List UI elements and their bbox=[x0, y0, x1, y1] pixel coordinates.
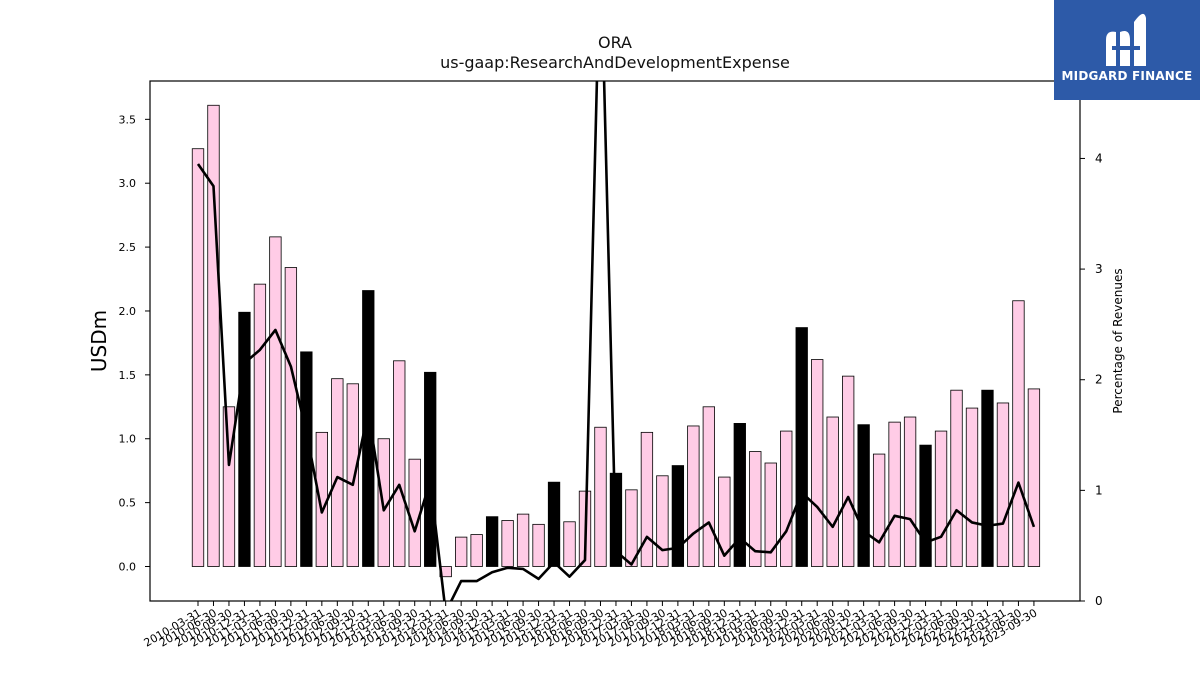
logo-mark-icon bbox=[1106, 13, 1146, 66]
chart-subtitle: us-gaap:ResearchAndDevelopmentExpense bbox=[440, 53, 790, 72]
bar-2018-09-30 bbox=[718, 476, 731, 567]
bar-2019-03-31 bbox=[749, 451, 762, 567]
y-tick-label: 0.5 bbox=[119, 497, 137, 510]
y2-tick-label: 0 bbox=[1095, 594, 1103, 608]
bar-2016-03-31 bbox=[563, 521, 576, 567]
percentage-line bbox=[196, 81, 1036, 601]
bar-2017-03-31 bbox=[625, 489, 638, 567]
bar-2011-03-31 bbox=[253, 283, 267, 567]
bar-2013-06-30 bbox=[393, 360, 406, 567]
bar-2023-09-30 bbox=[1027, 388, 1041, 567]
bar-2015-03-31 bbox=[501, 520, 514, 567]
bar-2017-12-31 bbox=[671, 465, 685, 567]
bar-2018-06-30 bbox=[702, 406, 715, 567]
line-layer bbox=[196, 81, 1036, 601]
plot-frame bbox=[149, 80, 1081, 602]
chart-title: ORA bbox=[597, 33, 632, 52]
y2-tick-label: 1 bbox=[1095, 483, 1103, 497]
bar-2021-09-30 bbox=[903, 416, 917, 567]
bar-2010-06-30 bbox=[207, 104, 220, 567]
bar-2015-06-30 bbox=[516, 513, 530, 567]
bars-layer bbox=[191, 104, 1041, 578]
y-tick-label: 3.5 bbox=[119, 113, 137, 126]
logo-text: MIDGARD FINANCE bbox=[1061, 69, 1193, 83]
bar-2016-09-30 bbox=[594, 426, 607, 567]
bar-2021-06-30 bbox=[888, 421, 901, 567]
bar-2019-12-31 bbox=[795, 327, 808, 567]
y-tick-label: 2.0 bbox=[119, 305, 137, 318]
bar-2012-12-31 bbox=[362, 290, 375, 567]
bar-2012-09-30 bbox=[346, 383, 359, 567]
y2-tick-label: 2 bbox=[1095, 373, 1103, 387]
bar-2017-06-30 bbox=[640, 431, 654, 567]
bar-2014-09-30 bbox=[470, 534, 483, 567]
bar-2022-03-31 bbox=[934, 430, 948, 567]
right-axis: 0 1 2 3 4 bbox=[1080, 151, 1103, 608]
bar-2011-09-30 bbox=[284, 267, 298, 567]
bar-2012-03-31 bbox=[315, 431, 328, 567]
y2-tick-label: 3 bbox=[1095, 262, 1103, 276]
bar-2017-09-30 bbox=[656, 475, 669, 567]
bar-2020-03-31 bbox=[811, 359, 824, 567]
bar-2013-09-30 bbox=[408, 458, 421, 567]
bar-2022-09-30 bbox=[965, 407, 979, 567]
y-tick-label: 1.0 bbox=[119, 433, 137, 446]
y-tick-label: 3.0 bbox=[119, 177, 137, 190]
bar-2019-09-30 bbox=[780, 430, 793, 567]
midgard-logo: MIDGARD FINANCE bbox=[1054, 0, 1200, 100]
bar-2021-12-31 bbox=[919, 444, 932, 567]
bar-2023-03-31 bbox=[996, 402, 1010, 567]
bar-2018-12-31 bbox=[733, 423, 746, 567]
bar-2020-06-30 bbox=[826, 416, 839, 567]
bar-2012-06-30 bbox=[331, 378, 344, 567]
bar-2010-09-30 bbox=[222, 406, 236, 567]
bar-2014-06-30 bbox=[455, 536, 468, 567]
left-axis: 0.0 0.5 1.0 1.5 2.0 2.5 3.0 3.5 bbox=[119, 113, 150, 574]
bar-2013-12-31 bbox=[424, 371, 437, 567]
bar-2010-12-31 bbox=[238, 311, 251, 567]
bar-2020-09-30 bbox=[842, 375, 855, 567]
y-tick-label: 0.0 bbox=[119, 561, 137, 574]
bar-2010-03-31 bbox=[191, 148, 205, 567]
bar-2020-12-31 bbox=[857, 424, 870, 567]
x-axis: 2010-03-312010-06-302010-09-302010-12-31… bbox=[142, 601, 1039, 650]
bar-2015-09-30 bbox=[532, 523, 545, 567]
bar-2015-12-31 bbox=[547, 481, 561, 567]
bar-2021-03-31 bbox=[872, 453, 886, 567]
y-tick-label: 2.5 bbox=[119, 241, 137, 254]
bar-2019-06-30 bbox=[764, 462, 777, 567]
bar-2014-12-31 bbox=[485, 516, 499, 567]
bar-2023-06-30 bbox=[1012, 300, 1025, 567]
y2-axis-label: Percentage of Revenues bbox=[1111, 268, 1125, 413]
y-tick-label: 1.5 bbox=[119, 369, 137, 382]
bar-2011-06-30 bbox=[269, 236, 282, 567]
bar-2018-03-31 bbox=[687, 425, 700, 567]
y2-tick-label: 4 bbox=[1095, 151, 1103, 165]
bar-2022-12-31 bbox=[981, 389, 994, 567]
bar-2022-06-30 bbox=[950, 389, 963, 567]
y-axis-label: USDm bbox=[87, 310, 111, 372]
